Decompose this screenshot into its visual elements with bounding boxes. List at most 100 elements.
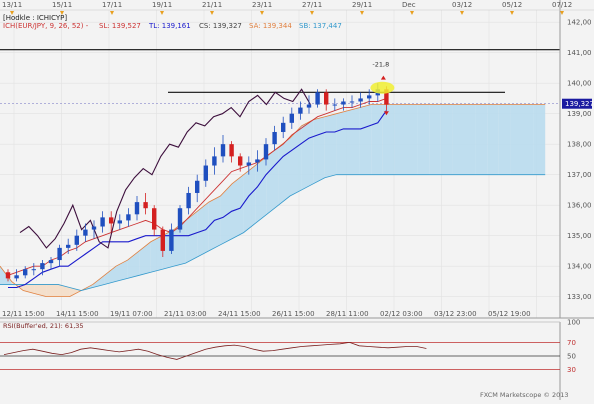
rsi-level-label: 30 [567,366,576,374]
candle-body [66,244,71,248]
up-arrow-icon [380,75,386,80]
candle-body [91,226,97,230]
line-tl [8,110,387,289]
top-axis-label: 27/11 [302,1,322,9]
candle-body [40,263,45,270]
candle-body [169,229,174,251]
cloud-segment [336,110,348,175]
session-marker-icon [460,11,464,15]
cloud-segment [498,104,511,175]
rsi-level-label: 70 [567,339,576,347]
candle-body [341,101,346,105]
top-axis-label: Dec [402,1,416,9]
cloud-segment [34,284,47,297]
candle-body [160,229,165,251]
candle-body [358,98,363,102]
current-price-marker [562,98,592,109]
indicator-legend-item: TL: 139,161 [148,22,191,30]
top-axis-label: 17/11 [102,1,122,9]
axes [0,0,594,319]
session-marker-icon [110,11,114,15]
top-axis-label: 23/11 [252,1,272,9]
candle-body [14,275,19,279]
session-marker-icon [210,11,214,15]
session-marker-icon [10,11,14,15]
top-axis-label: 21/11 [202,1,222,9]
candle-body [212,156,217,166]
annotations [370,75,395,116]
session-marker-icon [310,11,314,15]
cloud-segment [92,275,105,288]
bottom-axis-label: 03/12 23:00 [434,310,477,318]
price-tick-label: 134,00 [567,263,592,271]
candle-body [229,144,234,157]
cloud-segment [452,104,464,175]
cloud-segment [487,104,499,175]
candle-body [272,131,277,145]
candle-body [324,92,329,105]
rsi-line [3,341,427,360]
top-axis-label: 29/11 [352,1,372,9]
cloud-segment [116,260,128,282]
price-tick-label: 137,00 [567,171,592,179]
candle-body [384,89,389,105]
candle-body [255,159,260,163]
price-tick-label: 133,00 [567,293,592,301]
current-price-label: 139,327 [565,100,594,108]
candle-body [298,107,303,114]
cloud-segment [150,235,163,273]
session-marker-icon [160,11,164,15]
candle-body [246,162,251,166]
candle-body [5,272,11,279]
candle-body [48,260,54,264]
candle-body [83,229,88,236]
horizontal-lines [0,49,560,105]
cloud-segment [359,104,372,175]
chart-title: [Hodkle : ICHICYP] [3,14,67,22]
cloud-segment [185,211,198,264]
indicator-lines [7,88,387,289]
cloud-segment [58,284,70,297]
cloud-segment [174,220,186,267]
cloud-segment [394,104,406,175]
candles [5,83,389,282]
candle-body [315,92,320,105]
cloud-segment [371,104,383,175]
candle-body [263,144,269,160]
candle-body [126,214,131,221]
cloud-segment [23,284,35,294]
top-axis-label: 03/12 [452,1,472,9]
price-tick-label: 140,00 [567,80,592,88]
rsi-panel [0,321,561,400]
candle-body [74,235,79,245]
cloud-segment [255,156,267,224]
rsi-level-label: 50 [567,353,576,361]
footer-brand: FXCM Marketscope © 2013 [480,391,569,399]
line-cs [19,88,311,249]
cloud-segment [440,104,453,175]
price-tick-label: 141,00 [567,49,592,57]
bottom-axis-label: 05/12 19:00 [488,310,531,318]
top-axis-label: 05/12 [502,1,522,9]
indicator-legend-item: ICH(EUR/JPY, 9, 26, 52) - [3,22,89,30]
cloud-segment [324,113,337,178]
cloud-segment [127,250,140,279]
candle-body [238,156,243,166]
bottom-axis-label: 19/11 07:00 [110,310,153,318]
candle-body [57,247,62,261]
cloud-segment [429,104,441,175]
price-tick-label: 136,00 [567,202,592,210]
senkou-b-line [0,174,546,291]
cloud-segment [475,104,488,175]
cloud-segment [243,165,256,233]
price-tick-label: 138,00 [567,141,592,149]
cloud-segment [197,202,209,258]
price-tick-label: 135,00 [567,232,592,240]
cloud-segment [104,266,116,285]
price-tick-label: 139,00 [567,110,592,118]
candle-body [220,144,226,157]
candle-body [349,101,355,103]
top-axis-label: 15/11 [52,1,72,9]
candle-body [177,208,183,230]
